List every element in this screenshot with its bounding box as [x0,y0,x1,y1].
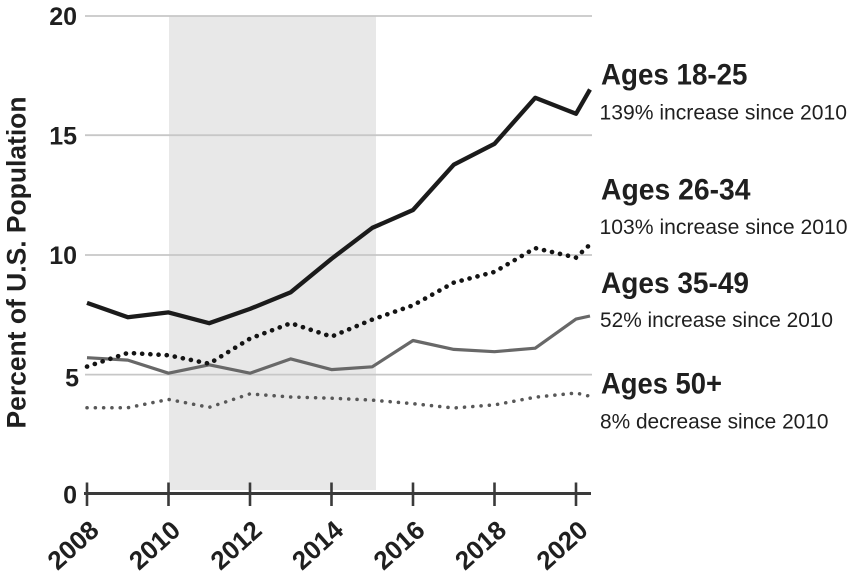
svg-text:Ages 35-49: Ages 35-49 [601,267,749,300]
svg-text:Ages 50+: Ages 50+ [601,368,722,401]
svg-text:2018: 2018 [449,515,512,576]
svg-text:Ages 26-34: Ages 26-34 [601,174,751,207]
svg-text:103% increase since 2010: 103% increase since 2010 [600,216,848,239]
svg-text:Percent of U.S. Population: Percent of U.S. Population [2,97,32,429]
svg-text:15: 15 [49,123,77,151]
svg-text:2014: 2014 [286,514,349,575]
svg-text:Ages 18-25: Ages 18-25 [601,59,748,92]
svg-text:139% increase since 2010: 139% increase since 2010 [600,101,848,124]
svg-text:20: 20 [49,3,77,31]
svg-text:0: 0 [63,482,77,510]
svg-text:2012: 2012 [204,515,267,576]
svg-text:2020: 2020 [530,515,593,576]
svg-text:2016: 2016 [367,515,430,576]
svg-text:8% decrease since 2010: 8% decrease since 2010 [600,411,829,434]
svg-text:2008: 2008 [41,515,104,576]
svg-text:10: 10 [49,242,77,270]
svg-text:2010: 2010 [123,515,186,576]
svg-text:52% increase since 2010: 52% increase since 2010 [600,309,833,332]
svg-text:5: 5 [65,365,79,393]
